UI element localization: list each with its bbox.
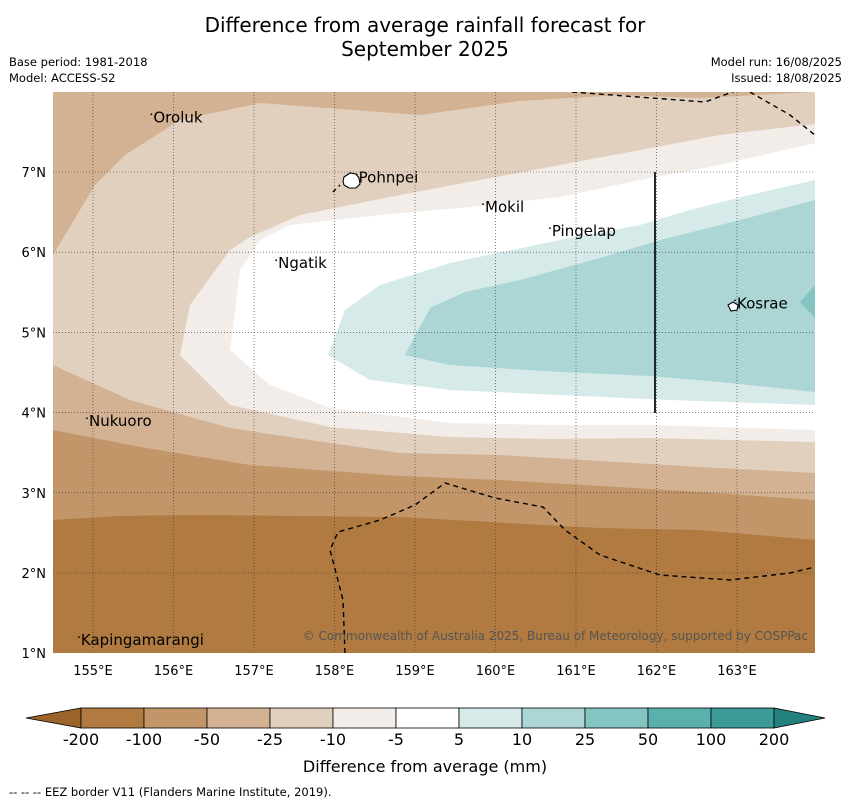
colorbar-tick-label: 50: [638, 730, 658, 749]
place-labels: Oroluk Pohnpei Mokil Pingelap Ngatik Kosrae Nu…: [78, 108, 788, 649]
lat-tick-label: 4°N: [22, 407, 47, 422]
place-marker: [355, 173, 358, 176]
lat-tick-label: 7°N: [22, 166, 47, 181]
place-marker: [275, 259, 278, 262]
copyright-credit: © Commonwealth of Australia 2025, Bureau…: [303, 629, 808, 643]
colorbar-segment: [206, 707, 271, 729]
title-line-2: September 2025: [341, 37, 509, 61]
place-label-ngatik: Ngatik: [278, 254, 327, 272]
colorbar-tick-label: 100: [696, 730, 727, 749]
lat-tick-label: 2°N: [22, 567, 47, 582]
colorbar: -200 -100 -50 -25 -10 -5 5 10 25 50 100 200: [25, 707, 826, 749]
place-label-oroluk: Oroluk: [153, 108, 202, 126]
colorbar-segment: [269, 707, 334, 729]
model-run-text: Model run: 16/08/2025: [710, 55, 842, 69]
colorbar-segment: [521, 707, 586, 729]
model-text: Model: ACCESS-S2: [9, 71, 116, 85]
eez-border-pohnpei: [332, 184, 341, 193]
base-period-text: Base period: 1981-2018: [9, 55, 148, 69]
colorbar-tick-label: -25: [257, 730, 283, 749]
lon-tick-label: 163°E: [717, 664, 757, 679]
place-marker: [150, 113, 153, 116]
place-marker: [86, 417, 88, 420]
colorbar-segment: [458, 707, 523, 729]
lon-tick-label: 157°E: [234, 664, 274, 679]
lon-tick-label: 159°E: [395, 664, 435, 679]
place-label-nukuoro: Nukuoro: [89, 412, 152, 430]
meta-left: Base period: 1981-2018 Model: ACCESS-S2: [9, 54, 148, 86]
lat-tick-label: 1°N: [22, 647, 47, 662]
colorbar-tick-label: -100: [126, 730, 162, 749]
colorbar-segment: [710, 707, 775, 729]
lon-tick-label: 156°E: [154, 664, 194, 679]
chart-title: Difference from average rainfall forecas…: [0, 13, 850, 61]
rainfall-map: [53, 92, 815, 653]
lon-tick-label: 161°E: [556, 664, 596, 679]
kosrae-island: [727, 301, 739, 312]
lon-tick-label: 162°E: [637, 664, 677, 679]
place-label-mokil: Mokil: [485, 198, 524, 216]
pohnpei-island: [342, 172, 361, 189]
title-line-1: Difference from average rainfall forecas…: [204, 13, 646, 37]
colorbar-extend-low: [25, 707, 82, 729]
colorbar-tick-label: -5: [388, 730, 404, 749]
colorbar-tick-label: -50: [194, 730, 220, 749]
graticule: [53, 92, 815, 653]
eez-border-south: [329, 482, 815, 653]
place-label-kosrae: Kosrae: [737, 294, 788, 312]
colorbar-tick-label: 10: [512, 730, 532, 749]
place-marker: [482, 203, 484, 206]
place-label-pingelap: Pingelap: [552, 222, 616, 240]
colorbar-axis-label: Difference from average (mm): [303, 757, 547, 776]
issued-text: Issued: 18/08/2025: [731, 71, 842, 85]
colorbar-tick-label: 25: [575, 730, 595, 749]
colorbar-segment: [332, 707, 397, 729]
band-minus-100: [53, 515, 815, 653]
lat-tick-label: 5°N: [22, 326, 47, 341]
colorbar-segment: [395, 707, 460, 729]
colorbar-extend-high: [773, 707, 826, 729]
band-plus-10: [405, 200, 815, 392]
longitude-ticks: 155°E 156°E 157°E 158°E 159°E 160°E 161°E 162°E…: [73, 664, 757, 679]
eez-border-north: [571, 92, 815, 136]
lat-tick-label: 6°N: [22, 246, 47, 261]
latitude-ticks: 7°N 6°N 5°N 4°N 3°N 2°N 1°N: [22, 166, 47, 662]
place-label-kapingamarangi: Kapingamarangi: [81, 631, 204, 649]
band-plus-25: [800, 285, 815, 318]
colorbar-tick-label: -200: [63, 730, 99, 749]
lon-tick-label: 155°E: [73, 664, 113, 679]
colorbar-tick-label: -10: [320, 730, 346, 749]
colorbar-segment: [80, 707, 145, 729]
lon-tick-label: 158°E: [315, 664, 355, 679]
place-label-pohnpei: Pohnpei: [359, 168, 419, 186]
colorbar-segment: [647, 707, 712, 729]
colorbar-tick-label: 200: [759, 730, 790, 749]
eez-legend-note: -- -- -- EEZ border V11 (Flanders Marine…: [9, 785, 332, 799]
lat-tick-label: 3°N: [22, 487, 47, 502]
place-marker: [78, 636, 80, 639]
place-marker: [734, 299, 736, 302]
lon-tick-label: 160°E: [476, 664, 516, 679]
place-marker: [548, 227, 551, 230]
colorbar-segment: [143, 707, 208, 729]
colorbar-tick-label: 5: [454, 730, 464, 749]
colorbar-segment: [584, 707, 649, 729]
meta-right: Model run: 16/08/2025 Issued: 18/08/2025: [711, 54, 842, 86]
